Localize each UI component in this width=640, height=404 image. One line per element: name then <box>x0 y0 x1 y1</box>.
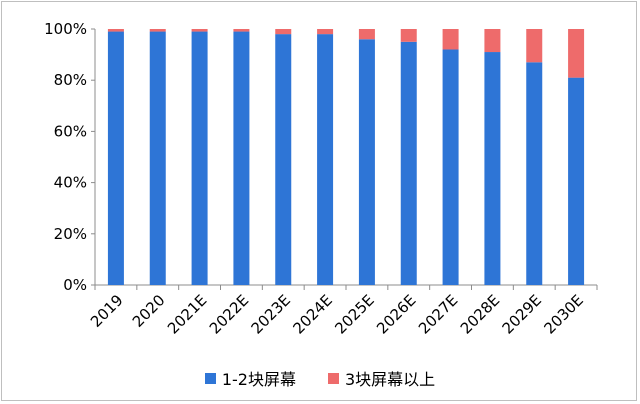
x-tick-label: 2030E <box>540 291 586 337</box>
y-tick-label: 60% <box>54 122 87 140</box>
bar-segment-series-2 <box>568 29 585 78</box>
chart-bars <box>107 29 585 286</box>
x-tick-label: 2026E <box>373 291 419 337</box>
legend-label-series-1: 1-2块屏幕 <box>221 370 296 389</box>
y-tick-label: 40% <box>54 174 87 192</box>
legend-swatch-series-1 <box>204 372 216 384</box>
x-tick-label: 2023E <box>248 291 294 337</box>
x-tick-label: 2021E <box>164 291 210 337</box>
bar-segment-series-2 <box>275 29 292 35</box>
bar-segment-series-1 <box>233 31 250 286</box>
legend-item-series-2: 3块屏幕以上 <box>327 366 436 390</box>
bar-segment-series-1 <box>358 39 375 285</box>
y-tick-labels: 0% 20% 40% 60% 80% 100% <box>44 20 87 294</box>
x-tick-label: 2027E <box>415 291 461 337</box>
x-tick-labels: 2019 20202021E2022E2023E2024E2025E2026E20… <box>87 291 587 337</box>
bar-segment-series-1 <box>317 34 334 286</box>
bar-segment-series-2 <box>191 29 208 32</box>
chart-legend: 1-2块屏幕 3块屏幕以上 <box>0 366 640 390</box>
bar-segment-series-2 <box>442 29 459 50</box>
x-tick-label: 2025E <box>331 291 377 337</box>
y-tick-label: 80% <box>54 71 87 89</box>
x-tick-label: 2028E <box>457 291 503 337</box>
x-tick-label: 2020 <box>129 291 169 331</box>
bar-segment-series-2 <box>149 29 166 32</box>
bar-segment-series-1 <box>484 52 501 285</box>
bar-segment-series-1 <box>191 31 208 286</box>
bar-segment-series-1 <box>526 62 543 285</box>
x-tick-label: 2029E <box>499 291 545 337</box>
bar-segment-series-1 <box>400 41 417 285</box>
legend-item-series-1: 1-2块屏幕 <box>204 366 296 390</box>
bar-segment-series-1 <box>442 49 459 286</box>
bar-segment-series-2 <box>107 29 124 32</box>
legend-swatch-series-2 <box>327 372 339 384</box>
bar-segment-series-1 <box>568 77 585 285</box>
chart-axes <box>91 28 598 290</box>
x-tick-label: 2019 <box>87 291 127 331</box>
bar-segment-series-2 <box>484 29 501 53</box>
y-tick-label: 0% <box>63 276 87 294</box>
bar-segment-series-1 <box>149 31 166 286</box>
bar-segment-series-1 <box>107 31 124 286</box>
legend-label-series-2: 3块屏幕以上 <box>344 370 436 389</box>
x-tick-label: 2022E <box>206 291 252 337</box>
bar-segment-series-2 <box>400 29 417 42</box>
y-tick-label: 20% <box>54 225 87 243</box>
bar-segment-series-2 <box>233 29 250 32</box>
bar-segment-series-2 <box>526 29 543 63</box>
x-tick-label: 2024E <box>289 291 335 337</box>
bar-segment-series-2 <box>317 29 334 35</box>
bar-segment-series-1 <box>275 34 292 286</box>
y-tick-label: 100% <box>44 20 87 38</box>
bar-segment-series-2 <box>358 29 375 40</box>
